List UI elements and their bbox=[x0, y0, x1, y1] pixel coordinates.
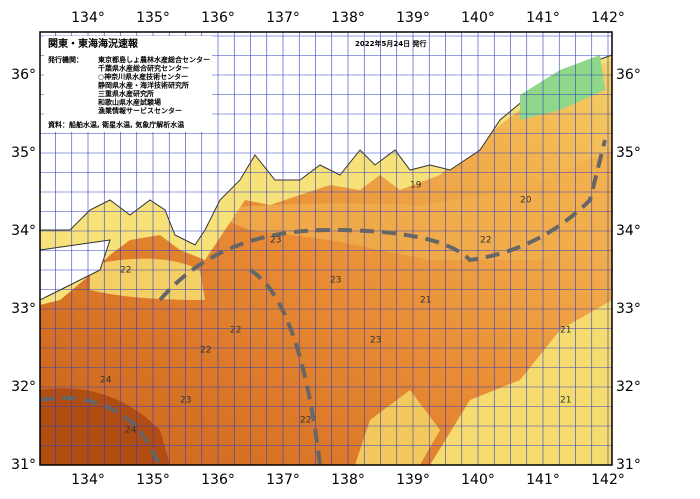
issuer: 漁業情報サービスセンター bbox=[98, 106, 182, 115]
frame bbox=[39, 31, 613, 466]
lat-label: 31° bbox=[616, 457, 641, 473]
title: 関東・東海海況速報 bbox=[48, 37, 139, 50]
issuer: 三重県水産研究所 bbox=[98, 89, 154, 98]
contour-label: 19 bbox=[410, 181, 422, 191]
contour-label: 22 bbox=[200, 346, 211, 356]
lon-label: 141° bbox=[526, 10, 560, 26]
issuers-label: 発行機関： bbox=[47, 55, 83, 64]
lat-label: 34° bbox=[11, 223, 36, 239]
lon-label: 142° bbox=[591, 472, 625, 488]
lat-label: 32° bbox=[11, 379, 36, 395]
contour-label: 22 bbox=[300, 416, 311, 426]
current-axis bbox=[158, 139, 607, 302]
lat-label: 32° bbox=[616, 379, 641, 395]
cool-water bbox=[355, 390, 440, 465]
contour-label: 23 bbox=[370, 336, 381, 346]
source: 資料：船舶水温, 衛星水温, 気象庁解析水温 bbox=[48, 120, 184, 129]
issuer: 千葉県水産総合研究センター bbox=[98, 64, 189, 73]
lon-label: 137° bbox=[266, 10, 300, 26]
date: 2022年5月24日 発行 bbox=[355, 39, 427, 48]
contour-label: 21 bbox=[560, 396, 571, 406]
lat-label: 33° bbox=[11, 301, 36, 317]
lon-label: 137° bbox=[266, 472, 300, 488]
lon-label: 134° bbox=[71, 10, 105, 26]
current-axis bbox=[248, 268, 322, 466]
lon-label: 138° bbox=[331, 472, 365, 488]
lon-label: 134° bbox=[71, 472, 105, 488]
lat-label: 35° bbox=[616, 145, 641, 161]
contour-label: 22 bbox=[230, 326, 241, 336]
issuer: 和歌山県水産試験場 bbox=[97, 98, 161, 107]
contour-label: 21 bbox=[560, 326, 571, 336]
contour-label: 21 bbox=[420, 296, 431, 306]
lon-label: 138° bbox=[331, 10, 365, 26]
lon-label: 140° bbox=[461, 472, 495, 488]
warm-core bbox=[40, 388, 170, 465]
lon-label: 142° bbox=[591, 10, 625, 26]
lat-label: 36° bbox=[11, 67, 36, 83]
lon-label: 139° bbox=[396, 10, 430, 26]
legend-box bbox=[44, 36, 212, 132]
issuer: 東京都島しょ農林水産総合センター bbox=[98, 55, 210, 64]
issuer: 静岡県水産・海洋技術研究所 bbox=[98, 81, 189, 90]
lon-label: 135° bbox=[136, 472, 170, 488]
contour-label: 20 bbox=[520, 196, 532, 206]
contour-label: 23 bbox=[180, 396, 191, 406]
lon-label: 136° bbox=[201, 472, 235, 488]
contour-label: 24 bbox=[125, 426, 137, 436]
lat-label: 35° bbox=[11, 145, 36, 161]
lat-label: 36° bbox=[616, 67, 641, 83]
issuer: ○神奈川県水産技術センター bbox=[98, 72, 188, 81]
coastal-water bbox=[520, 55, 605, 120]
contour-label: 23 bbox=[330, 276, 341, 286]
lon-label: 135° bbox=[136, 10, 170, 26]
lon-label: 140° bbox=[461, 10, 495, 26]
lat-label: 31° bbox=[11, 457, 36, 473]
lon-label: 136° bbox=[201, 10, 235, 26]
contour-label: 24 bbox=[100, 376, 112, 386]
cool-water bbox=[430, 300, 612, 465]
contour-label: 22 bbox=[120, 266, 131, 276]
lat-label: 34° bbox=[616, 223, 641, 239]
contour-label: 22 bbox=[480, 236, 491, 246]
lat-label: 33° bbox=[616, 301, 641, 317]
lon-label: 139° bbox=[396, 472, 430, 488]
lon-label: 141° bbox=[526, 472, 560, 488]
contour-label: 23 bbox=[270, 236, 281, 246]
